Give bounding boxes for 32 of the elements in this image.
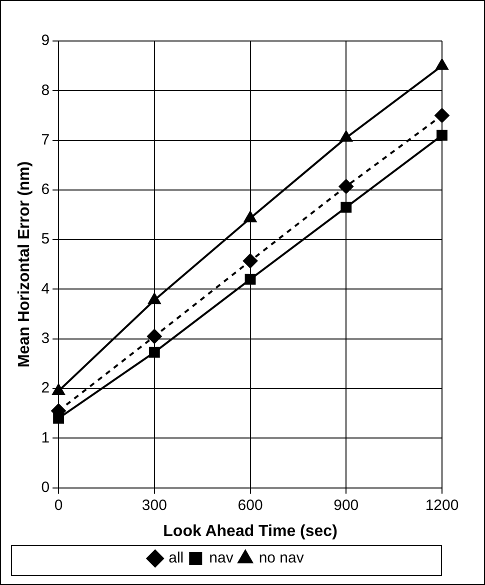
- point: [435, 58, 449, 70]
- point: [244, 210, 257, 222]
- legend-label: no nav: [258, 550, 304, 567]
- point: [340, 130, 353, 142]
- point: [244, 274, 256, 285]
- point: [148, 346, 160, 358]
- y-axis-title: Mean Horizontal Error (nm): [16, 161, 34, 368]
- y-tick-label: 3: [41, 330, 50, 348]
- x-tick-label: 600: [238, 496, 263, 514]
- point: [436, 130, 448, 141]
- legend-label: all: [168, 550, 184, 567]
- point: [340, 202, 352, 213]
- y-tick-label: 8: [41, 82, 50, 99]
- x-axis-title: Look Ahead Time (sec): [163, 522, 338, 540]
- y-tick-label: 4: [41, 280, 50, 298]
- point: [242, 253, 258, 268]
- x-tick-label: 300: [142, 496, 167, 514]
- point: [146, 328, 162, 344]
- x-tick-label: 0: [54, 496, 63, 514]
- y-tick-label: 7: [41, 131, 50, 148]
- y-tick-label: 5: [41, 230, 50, 248]
- point: [434, 108, 450, 123]
- legend-label: nav: [209, 550, 234, 567]
- y-tick-label: 6: [41, 181, 50, 198]
- y-tick-label: 9: [41, 32, 50, 50]
- x-tick-label: 1200: [425, 496, 459, 514]
- y-tick-label: 1: [41, 429, 50, 446]
- y-tick-label: 2: [41, 380, 50, 397]
- point: [338, 178, 354, 194]
- x-tick-label: 900: [334, 496, 359, 514]
- point: [148, 292, 161, 304]
- y-tick-label: 0: [41, 478, 50, 496]
